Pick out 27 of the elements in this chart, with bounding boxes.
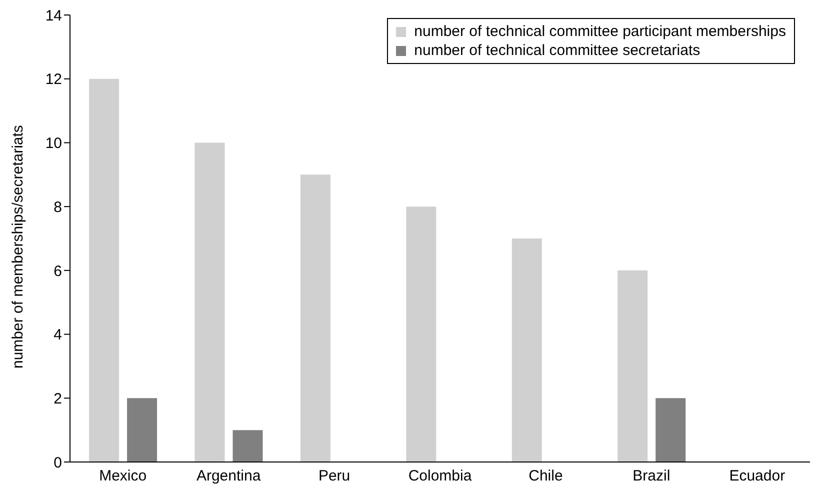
bar <box>89 78 120 462</box>
y-axis-title: number of memberships/secretariats <box>9 125 26 368</box>
bar <box>512 238 542 462</box>
bar <box>232 430 263 462</box>
y-tick-label: 12 <box>45 71 62 88</box>
y-tick-label: 4 <box>54 326 62 344</box>
y-tick-label: 8 <box>54 198 62 216</box>
bar <box>127 398 158 462</box>
y-tick-label: 2 <box>54 390 62 408</box>
x-tick-label: Brazil <box>632 468 670 485</box>
bar <box>618 270 648 462</box>
x-tick-label: Chile <box>528 468 563 485</box>
y-tick-label: 10 <box>45 135 62 152</box>
x-tick-label: Peru <box>318 468 350 485</box>
y-tick-label: 6 <box>54 262 62 280</box>
bar <box>300 174 330 462</box>
x-tick-label: Ecuador <box>729 468 786 485</box>
x-tick-label: Colombia <box>408 468 472 485</box>
x-tick-label: Argentina <box>196 468 262 485</box>
y-tick-label: 0 <box>54 454 62 472</box>
legend-label: number of technical committee secretariats <box>414 41 700 60</box>
bar <box>194 142 225 462</box>
x-tick-label: Mexico <box>99 468 147 485</box>
y-tick-label: 14 <box>45 7 62 24</box>
bar <box>656 398 686 462</box>
legend-label: number of technical committee participant memberships <box>414 22 786 41</box>
bar <box>406 206 436 462</box>
